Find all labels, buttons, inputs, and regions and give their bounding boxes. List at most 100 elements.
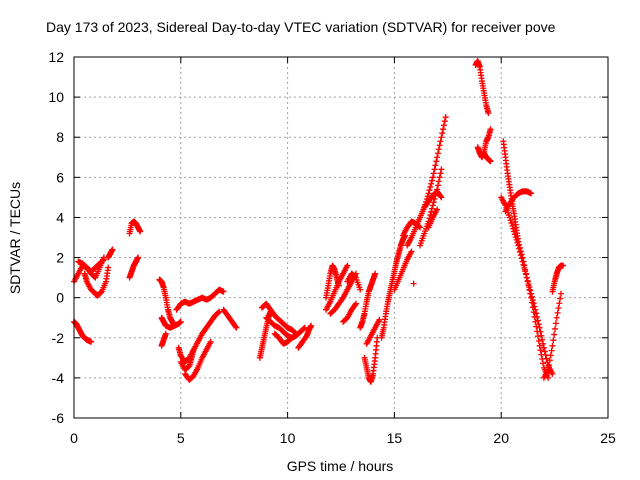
data-point: [428, 205, 435, 212]
data-point: [352, 301, 359, 308]
data-point: [440, 126, 447, 133]
data-point: [437, 193, 444, 200]
data-point: [537, 347, 544, 354]
data-point: [288, 334, 295, 341]
data-point: [435, 178, 442, 185]
data-points: [71, 58, 567, 385]
y-tick-label: 12: [48, 49, 64, 65]
data-point: [109, 246, 116, 253]
data-point: [357, 286, 364, 293]
data-point: [376, 316, 383, 323]
y-tick-label: 4: [56, 209, 64, 225]
data-point: [534, 328, 541, 335]
x-tick-label: 25: [600, 430, 616, 446]
data-point: [549, 370, 556, 377]
data-point: [135, 254, 142, 261]
data-point: [408, 248, 415, 255]
data-point: [545, 366, 552, 373]
data-point: [528, 190, 535, 197]
data-point: [532, 318, 539, 325]
data-point: [550, 337, 557, 344]
data-point: [487, 126, 494, 133]
data-point: [551, 331, 558, 338]
y-tick-label: -4: [52, 370, 65, 386]
data-point: [516, 245, 523, 252]
data-point: [434, 182, 441, 189]
data-point: [521, 264, 528, 271]
data-point: [220, 288, 227, 295]
data-point: [552, 320, 559, 327]
data-point: [429, 202, 436, 209]
y-tick-label: 2: [56, 250, 64, 266]
data-point: [513, 236, 520, 243]
data-point: [546, 362, 553, 369]
data-point: [536, 324, 543, 331]
x-tick-label: 0: [70, 430, 78, 446]
y-tick-label: -2: [52, 330, 65, 346]
data-point: [519, 258, 526, 265]
data-point: [546, 357, 553, 364]
data-point: [207, 338, 214, 345]
data-point: [539, 336, 546, 343]
data-point: [555, 305, 562, 312]
data-point: [535, 337, 542, 344]
data-point: [508, 220, 515, 227]
data-point: [233, 324, 240, 331]
data-point: [308, 322, 315, 329]
data-point: [432, 162, 439, 169]
data-point: [344, 262, 351, 269]
data-point: [527, 290, 534, 297]
y-tick-label: 10: [48, 89, 64, 105]
data-point: [352, 300, 359, 307]
y-tick-label: 6: [56, 169, 64, 185]
data-point: [437, 138, 444, 145]
data-point: [190, 346, 197, 353]
data-point: [541, 348, 548, 355]
data-point: [434, 154, 441, 161]
data-point: [429, 174, 436, 181]
data-point: [434, 150, 441, 157]
data-point: [536, 342, 543, 349]
data-point: [560, 262, 567, 269]
grid-lines: [74, 57, 608, 418]
data-point: [528, 293, 535, 300]
data-point: [428, 177, 435, 184]
data-point: [438, 134, 445, 141]
data-point: [514, 239, 521, 246]
data-point: [506, 214, 513, 221]
data-point: [552, 325, 559, 332]
data-point: [215, 309, 222, 316]
data-point: [549, 342, 556, 349]
plot-frame: [73, 56, 609, 419]
data-point: [430, 199, 437, 206]
data-point: [436, 142, 443, 149]
data-point: [300, 325, 307, 332]
data-point: [162, 330, 169, 337]
data-point: [540, 360, 547, 367]
data-point: [534, 333, 541, 340]
data-point: [428, 208, 435, 215]
data-point: [442, 114, 449, 121]
data-point: [436, 174, 443, 181]
data-point: [558, 290, 565, 297]
data-point: [438, 166, 445, 173]
data-point: [439, 130, 446, 137]
x-tick-label: 20: [493, 430, 509, 446]
data-point: [554, 309, 561, 316]
data-point: [88, 338, 95, 345]
data-point: [512, 234, 519, 241]
y-axis-ticks: -6 -4 -2 0 2 4 6 8 10 12: [48, 49, 608, 426]
data-point: [520, 261, 527, 268]
data-point: [426, 187, 433, 194]
y-tick-label: 0: [56, 290, 64, 306]
data-point: [530, 309, 537, 316]
data-point: [533, 323, 540, 330]
data-point: [216, 308, 223, 315]
data-point: [410, 280, 417, 287]
data-point: [434, 206, 441, 213]
data-point: [538, 351, 545, 358]
data-point: [540, 344, 547, 351]
data-point: [425, 190, 432, 197]
data-point: [435, 146, 442, 153]
